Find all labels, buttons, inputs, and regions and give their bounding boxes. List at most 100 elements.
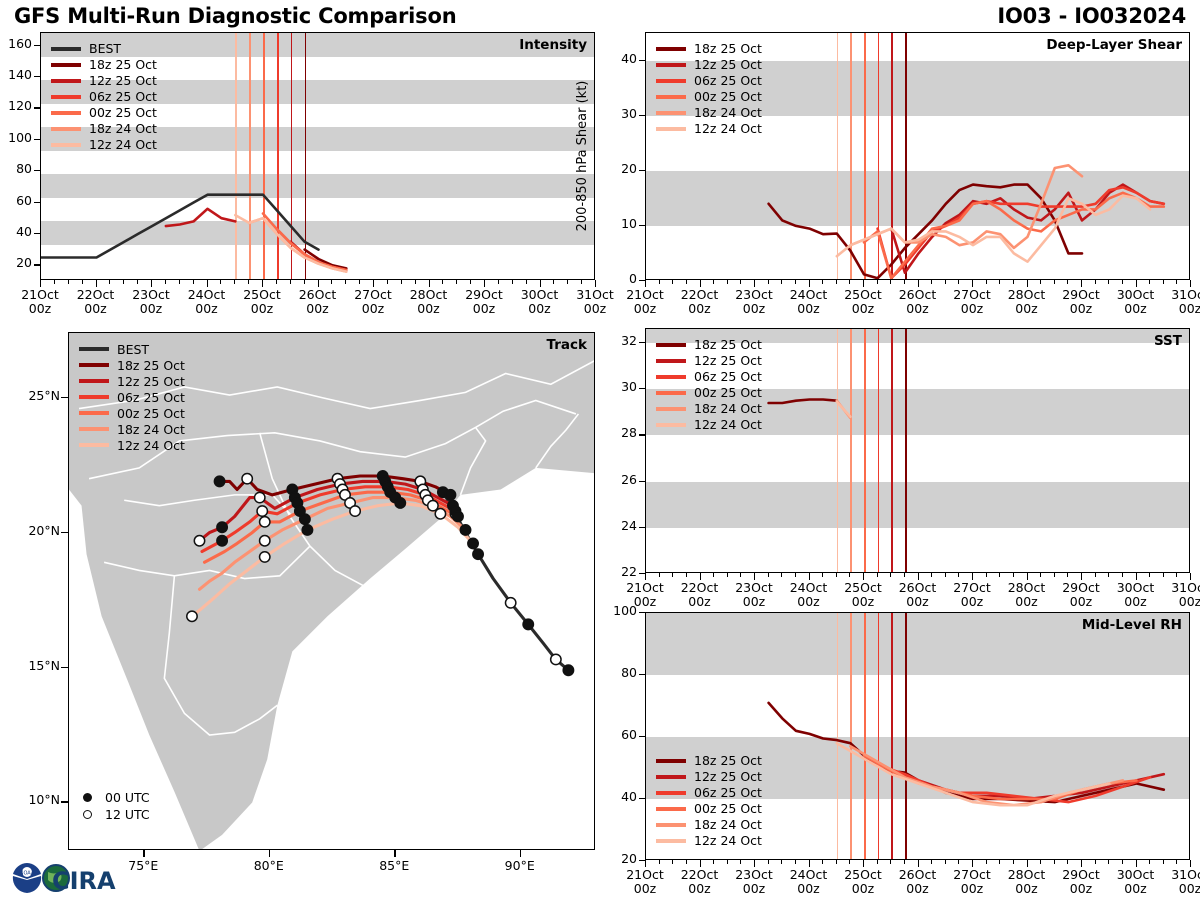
legend-swatch [51,127,81,131]
x-tick-mark [863,573,865,580]
x-minor-tick [331,280,333,284]
init-time-line-18z-24-oct [850,329,853,572]
x-minor-tick [985,280,987,284]
init-time-line-12z-24-oct [836,33,839,279]
x-minor-tick [1094,280,1096,284]
x-minor-tick [1176,860,1178,864]
legend-item: 18z 25 Oct [51,57,157,73]
ocean-bay-of-bengal [202,467,594,849]
y-tick-mark [34,44,40,46]
x-tick-label: 29Oct 00z [1062,287,1100,316]
x-minor-tick [567,280,569,284]
lat-tick-label: 15°N [28,657,60,673]
legend-swatch [656,807,686,811]
panel-title-track: Track [546,337,587,353]
x-tick-label: 26Oct 00z [898,287,937,316]
x-tick-label: 27Oct 00z [953,867,991,896]
y-tick-label: 30 [621,379,637,395]
x-minor-tick [958,280,960,284]
x-minor-tick [835,860,837,864]
init-time-line-12z-25-oct [891,329,893,572]
x-minor-tick [1040,280,1042,284]
lat-tick-mark [61,666,68,668]
x-minor-tick [726,280,728,284]
track-marker-12utc [258,534,271,547]
legend-item: 18z 24 Oct [656,105,762,121]
panel-title-rh: Mid-Level RH [1081,617,1182,633]
x-tick-mark [1081,573,1083,580]
x-minor-tick [726,573,728,577]
legend-item: 00z 25 Oct [656,89,762,105]
init-time-line-00z-25-oct [864,33,866,279]
legend-rh: 18z 25 Oct 12z 25 Oct 06z 25 Oct 00z 25 Oct… [656,753,762,849]
legend-label: 12z 24 Oct [89,136,157,152]
x-minor-tick [1067,860,1069,864]
y-band [646,60,1189,116]
lat-tick-mark [61,531,68,533]
y-tick-mark [639,612,645,614]
legend-item: 12z 25 Oct [51,73,157,89]
legend-item: 18z 24 Oct [656,817,762,833]
track-marker-00utc [298,513,311,526]
legend-swatch [656,391,686,395]
legend-item: 06z 25 Oct [656,785,762,801]
legend-swatch [656,95,686,99]
init-time-line-12z-25-oct [891,613,893,859]
track-marker-12utc [504,596,517,609]
ocean-arabian-sea [69,489,199,849]
x-tick-mark [699,573,701,580]
x-tick-mark [754,280,756,287]
x-minor-tick [999,280,1001,284]
legend-swatch [79,395,109,399]
legend-label: BEST [117,341,150,357]
legend-swatch [656,823,686,827]
x-tick-mark [1026,280,1028,287]
y-tick-mark [639,736,645,738]
x-minor-tick [726,860,728,864]
track-marker-00utc [472,548,485,561]
lon-tick-mark [519,850,521,857]
x-tick-label: 26Oct 00z [898,580,937,609]
lat-tick-label: 20°N [28,522,60,538]
track-marker-00utc [562,664,575,677]
series-line [767,183,1084,279]
x-minor-tick [740,280,742,284]
series-line [234,213,348,273]
lat-tick-mark [61,396,68,399]
x-minor-tick [685,860,687,864]
series-line [275,227,348,272]
legend-item: 12z 24 Oct [656,417,762,433]
legend-item: BEST [79,341,185,357]
y-tick-label: 0 [629,271,637,286]
y-tick-label: 80 [16,161,32,177]
legend-label: 18z 25 Oct [694,40,762,56]
legend-label: 18z 24 Oct [694,400,762,416]
legend-swatch [656,111,686,115]
admin-boundary [459,426,487,496]
track-marker-00utc [459,523,472,536]
x-minor-tick [985,573,987,577]
y-band [646,481,1189,528]
x-minor-tick [999,860,1001,864]
track-marker-12utc [258,515,271,528]
x-minor-tick [672,573,674,577]
x-tick-mark [95,280,97,287]
x-tick-label: 26Oct 00z [898,867,937,896]
x-minor-tick [1108,860,1110,864]
x-minor-tick [1149,280,1151,284]
x-minor-tick [1176,280,1178,284]
init-time-line-00z-25-oct [864,329,866,572]
lon-tick-label: 90°E [504,858,535,873]
y-tick-label: 80 [621,665,637,680]
panel-track: Track BEST 18z 25 Oct 12z 25 Oct 06z 25 Oct 0… [68,332,595,850]
x-tick-label: 22Oct 00z [76,287,115,316]
legend-swatch [656,359,686,363]
x-minor-tick [890,860,892,864]
x-minor-tick [1162,573,1164,577]
x-tick-label: 30Oct 00z [520,287,559,316]
x-tick-label: 21Oct 00z [626,580,664,609]
x-minor-tick [1108,280,1110,284]
x-tick-mark [206,280,208,287]
y-tick-mark [639,480,645,482]
init-time-line-06z-25-oct [276,33,279,279]
